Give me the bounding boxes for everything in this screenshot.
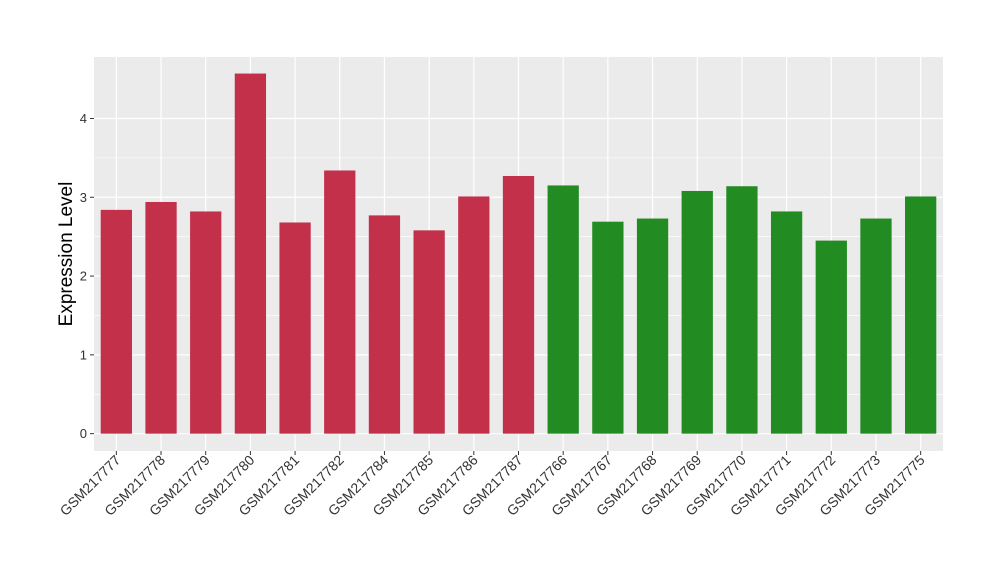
bar-GSM217772: [815, 240, 847, 434]
bar-GSM217769: [681, 190, 713, 434]
bar-GSM217782: [324, 170, 356, 434]
bar-GSM217777: [100, 209, 132, 434]
bar-GSM217773: [860, 218, 892, 434]
y-axis-title: Expression Level: [56, 182, 77, 327]
y-tick-label: 1: [80, 347, 87, 362]
bar-GSM217785: [413, 230, 445, 434]
bar-GSM217775: [905, 196, 937, 434]
bar-GSM217778: [145, 201, 177, 434]
bar-GSM217766: [547, 185, 579, 434]
x-axis-ticks: GSM217777GSM217778GSM217779GSM217780GSM2…: [57, 451, 928, 519]
bar-GSM217771: [770, 211, 803, 434]
y-tick-label: 2: [80, 269, 87, 284]
bar-GSM217768: [636, 218, 669, 434]
y-tick-label: 4: [80, 111, 87, 126]
y-tick-label: 3: [80, 190, 87, 205]
bar-GSM217770: [726, 186, 758, 434]
bar-GSM217786: [458, 196, 490, 434]
bars: [100, 73, 937, 434]
bar-GSM217781: [279, 222, 311, 434]
bar-GSM217787: [502, 175, 535, 434]
bar-GSM217779: [190, 211, 222, 434]
bar-GSM217784: [368, 215, 401, 434]
bar-GSM217767: [592, 221, 624, 434]
y-axis-ticks: 0 1 2 3 4: [80, 111, 94, 441]
y-tick-label: 0: [80, 426, 87, 441]
bar-GSM217780: [234, 73, 267, 434]
